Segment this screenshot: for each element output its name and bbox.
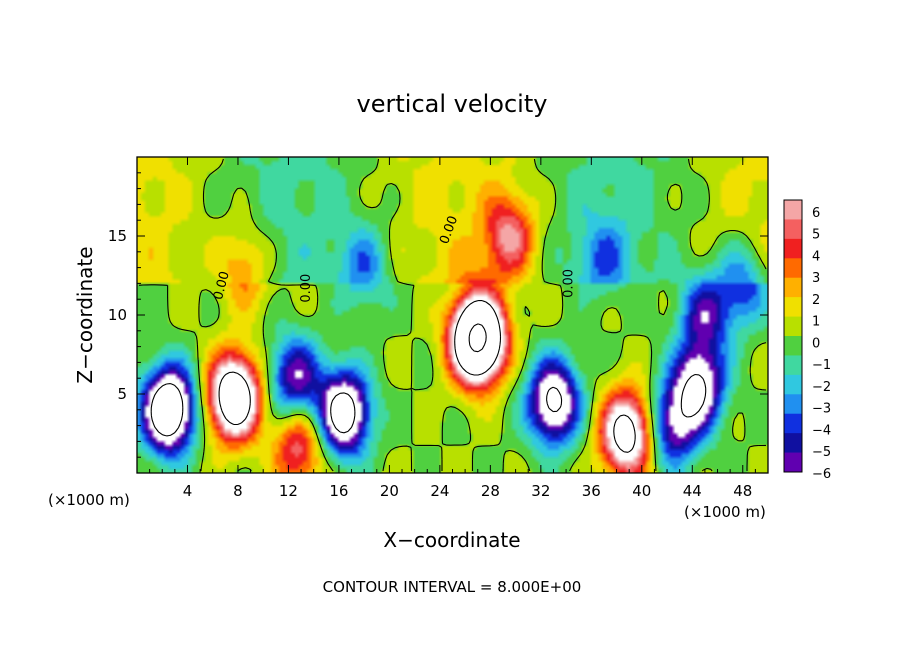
colorbar-swatch — [784, 238, 802, 259]
colorbar-swatch — [784, 297, 802, 317]
contour-line — [138, 158, 767, 472]
colorbar-tick-label: −4 — [812, 423, 831, 438]
colorbar-tick-label: 3 — [812, 271, 820, 286]
colorbar-swatch — [784, 413, 802, 434]
x-unit-right: (×1000 m) — [684, 503, 766, 521]
colorbar-swatch — [784, 258, 802, 279]
colorbar-tick-label: 6 — [812, 206, 820, 221]
contour-interval-note: CONTOUR INTERVAL = 8.000E+00 — [323, 578, 582, 596]
colorbar-swatch — [784, 374, 802, 395]
contour-value-label: 0.00 — [211, 270, 233, 302]
y-axis-label: Z−coordinate — [73, 246, 97, 383]
y-tick-label: 10 — [108, 306, 127, 324]
x-unit-left: (×1000 m) — [48, 491, 130, 509]
colorbar-swatch — [784, 433, 802, 453]
x-tick-label: 16 — [329, 482, 348, 500]
colorbar: 6 5 4 3 2 1 0 −1 −2 −3 −4 −5 −6 — [783, 199, 831, 482]
y-tick-label: 15 — [108, 227, 127, 245]
x-tick-label: 48 — [733, 482, 752, 500]
colorbar-tick-label: −6 — [812, 467, 831, 482]
colorbar-swatch — [784, 200, 802, 220]
x-axis-ticks: 4 8 12 16 20 24 28 32 36 40 44 48 — [149, 157, 756, 500]
colorbar-tick-label: 5 — [812, 228, 820, 243]
y-tick-label: 5 — [117, 385, 127, 403]
colorbar-tick-label: 0 — [812, 336, 820, 351]
colorbar-swatch — [784, 452, 802, 473]
contour-value-label: 0.00 — [299, 274, 314, 303]
x-tick-label: 44 — [683, 482, 702, 500]
colorbar-tick-label: 4 — [812, 249, 820, 264]
colorbar-swatch — [784, 316, 802, 337]
colorbar-tick-label: −5 — [812, 445, 831, 460]
x-tick-label: 28 — [481, 482, 500, 500]
x-tick-label: 4 — [183, 482, 193, 500]
x-tick-label: 36 — [582, 482, 601, 500]
contour-value-label: 0.00 — [561, 269, 576, 298]
colorbar-swatch — [784, 219, 802, 240]
contour-line — [468, 323, 487, 353]
colorbar-tick-label: 1 — [812, 315, 820, 330]
contour-line — [218, 300, 636, 453]
x-tick-label: 32 — [531, 482, 550, 500]
colorbar-tick-label: 2 — [812, 293, 820, 308]
contour-labels: 0.00 0.000.000.00 — [211, 214, 576, 303]
colorbar-swatch — [784, 355, 802, 376]
x-tick-label: 8 — [233, 482, 243, 500]
velocity-field — [137, 157, 768, 473]
colorbar-tick-label: −2 — [812, 380, 831, 395]
contour-line — [150, 373, 707, 437]
colorbar-swatch — [784, 394, 802, 415]
colorbar-tick-label: −3 — [812, 402, 831, 417]
colorbar-frame — [783, 199, 803, 473]
x-tick-label: 12 — [279, 482, 298, 500]
contour-lines — [138, 158, 767, 472]
colorbar-tick-label: −1 — [812, 358, 831, 373]
colorbar-swatch — [784, 336, 802, 356]
x-axis-label: X−coordinate — [383, 528, 520, 552]
plot-area: 0.00 0.000.000.00 — [136, 156, 769, 474]
x-tick-label: 24 — [430, 482, 449, 500]
chart-title: vertical velocity — [357, 90, 548, 118]
x-tick-label: 40 — [632, 482, 651, 500]
x-tick-label: 20 — [380, 482, 399, 500]
colorbar-swatch — [784, 277, 802, 298]
y-axis-ticks: 5 10 15 — [108, 172, 768, 458]
